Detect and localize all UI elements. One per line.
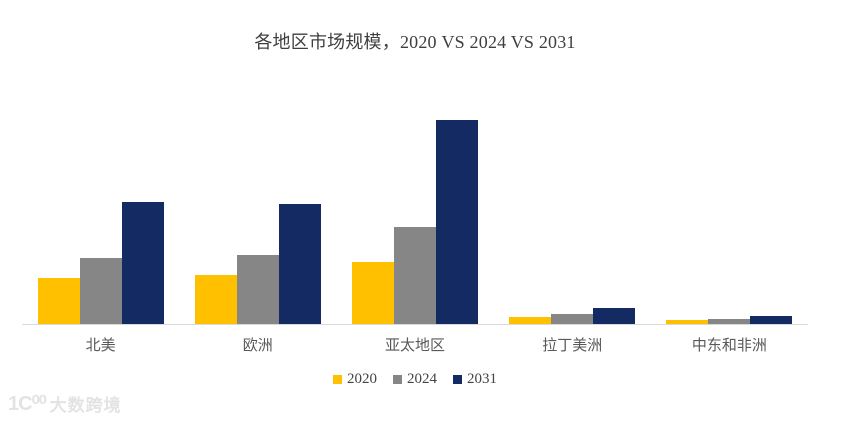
bar-2024-拉丁美洲 bbox=[551, 314, 594, 324]
bar-group-1 bbox=[22, 119, 179, 324]
bar-group-5 bbox=[651, 119, 808, 324]
legend-swatch-icon bbox=[453, 375, 462, 384]
category-label-3: 亚太地区 bbox=[385, 338, 446, 354]
category-label-4: 拉丁美洲 bbox=[542, 338, 603, 354]
bar-group-3 bbox=[336, 119, 493, 324]
bar-2020-北美 bbox=[37, 278, 80, 324]
category-row: 北美 欧洲 亚太地区 拉丁美洲 中东和非洲 bbox=[22, 334, 808, 355]
bar-2031-亚太地区 bbox=[436, 120, 478, 324]
bar-group-4 bbox=[494, 119, 651, 324]
watermark: 1C⁰⁰ 大数跨境 bbox=[8, 391, 122, 416]
legend-swatch-icon bbox=[393, 375, 402, 384]
bar-group-2 bbox=[179, 119, 336, 324]
legend-label: 2024 bbox=[407, 371, 437, 387]
legend-swatch-icon bbox=[333, 375, 342, 384]
bar-2024-亚太地区 bbox=[394, 227, 436, 324]
legend: 2020 2024 2031 bbox=[22, 371, 808, 388]
bar-2031-北美 bbox=[121, 202, 164, 324]
bar-2024-欧洲 bbox=[236, 255, 279, 324]
bar-2031-中东和非洲 bbox=[750, 316, 793, 324]
bar-2024-中东和非洲 bbox=[708, 319, 751, 324]
category-label-5: 中东和非洲 bbox=[691, 338, 767, 354]
bar-2031-拉丁美洲 bbox=[593, 308, 636, 324]
plot-area bbox=[22, 119, 808, 325]
bar-2020-拉丁美洲 bbox=[509, 317, 552, 324]
legend-item-2024: 2024 bbox=[393, 371, 437, 388]
bar-2024-北美 bbox=[79, 258, 122, 324]
chart-title: 各地区市场规模，2020 VS 2024 VS 2031 bbox=[254, 32, 576, 52]
bar-2020-中东和非洲 bbox=[666, 320, 709, 324]
category-label-1: 北美 bbox=[85, 338, 116, 354]
watermark-brand-text: 大数跨境 bbox=[49, 396, 122, 415]
bar-2031-欧洲 bbox=[278, 204, 321, 324]
legend-label: 2031 bbox=[467, 371, 497, 387]
category-label-2: 欧洲 bbox=[242, 338, 273, 354]
bar-2020-亚太地区 bbox=[352, 262, 394, 324]
watermark-logo-icon: 1C⁰⁰ bbox=[8, 393, 47, 415]
legend-label: 2020 bbox=[347, 371, 377, 387]
bar-2020-欧洲 bbox=[194, 275, 237, 324]
legend-item-2020: 2020 bbox=[333, 371, 377, 388]
legend-item-2031: 2031 bbox=[453, 371, 497, 388]
chart-wrap: 各地区市场规模，2020 VS 2024 VS 2031 北美 欧洲 亚太地区 拉丁美… bbox=[22, 0, 808, 421]
